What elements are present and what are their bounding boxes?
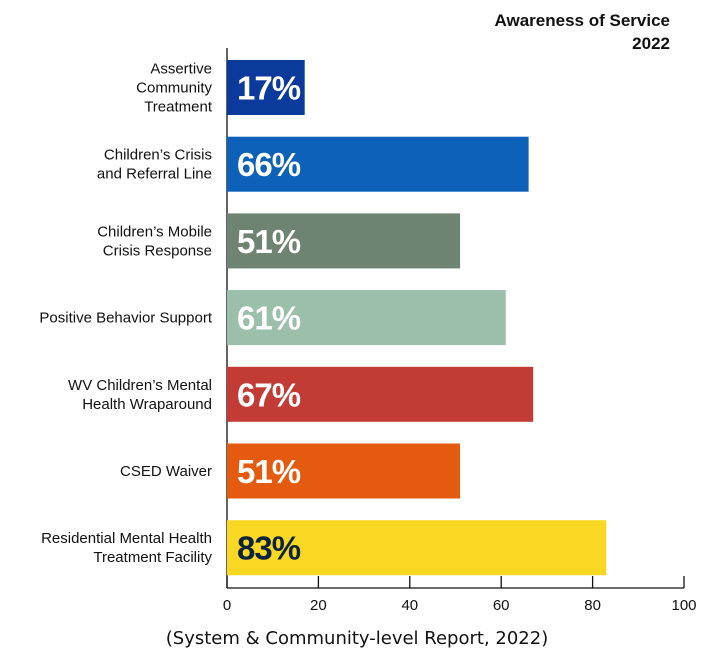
data-label: 67% [237, 376, 301, 413]
category-label: Treatment [144, 99, 213, 116]
data-label: 51% [237, 453, 301, 490]
bar [227, 366, 534, 422]
data-label: 83% [237, 530, 301, 567]
chart-caption: (System & Community-level Report, 2022) [165, 628, 549, 649]
chart-subtitle: 2022 [632, 34, 670, 53]
category-label: CSED Waiver [120, 463, 212, 480]
category-label: and Referral Line [97, 166, 212, 183]
category-label: Assertive [150, 61, 212, 78]
bar [227, 443, 461, 499]
data-label: 17% [237, 70, 301, 107]
x-tick-label: 0 [223, 597, 231, 614]
category-label: Positive Behavior Support [39, 310, 212, 327]
x-tick-label: 40 [401, 597, 418, 614]
category-label: WV Children’s Mental [68, 377, 212, 394]
plot-area: 0 20 40 60 80 100 17% Assertive Community Treatme… [39, 48, 697, 614]
bar [227, 60, 305, 115]
bar [227, 213, 461, 269]
bar [227, 290, 506, 346]
x-tick-label: 100 [671, 597, 696, 614]
chart-title: Awareness of Service [494, 11, 670, 30]
data-label: 66% [237, 146, 301, 183]
data-label: 61% [237, 300, 301, 337]
bar [227, 136, 529, 192]
category-label: Children’s Crisis [104, 147, 212, 164]
category-label: Residential Mental Health [41, 530, 212, 547]
category-label: Health Wraparound [82, 396, 212, 413]
category-label: Children’s Mobile [97, 223, 212, 240]
x-tick-label: 60 [493, 597, 510, 614]
x-tick-label: 80 [584, 597, 601, 614]
category-label: Treatment Facility [93, 549, 212, 566]
bar [227, 520, 607, 576]
data-label: 51% [237, 223, 301, 260]
category-label: Community [136, 80, 212, 97]
x-tick-label: 20 [310, 597, 327, 614]
category-label: Crisis Response [103, 242, 212, 259]
